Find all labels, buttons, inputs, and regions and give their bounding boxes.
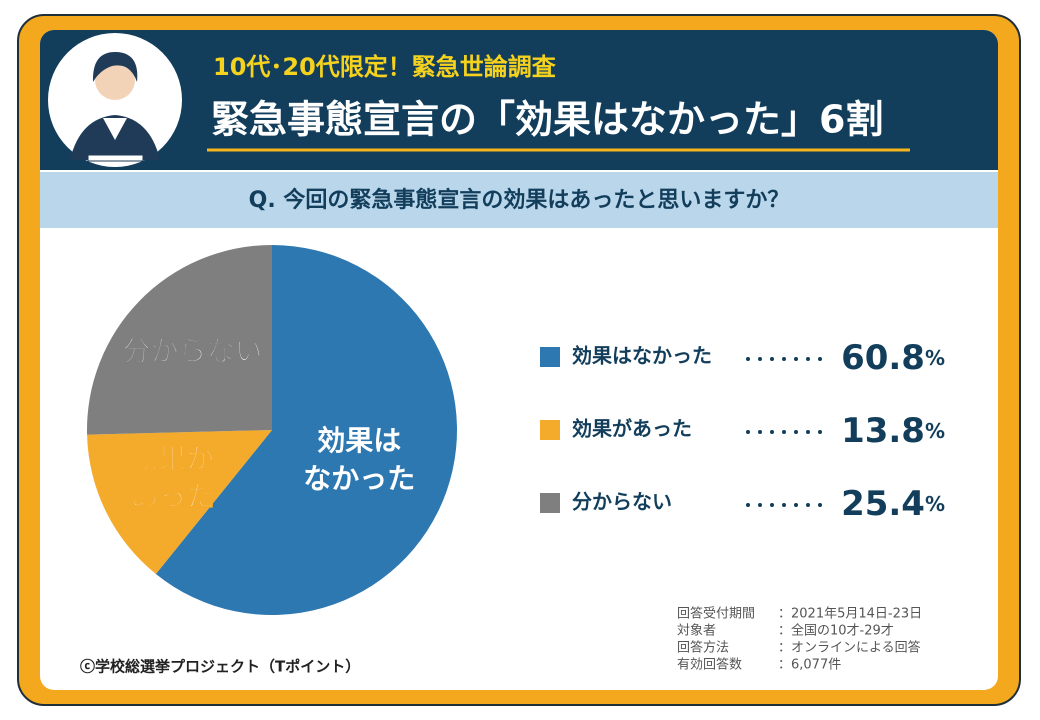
leader-dot: [758, 503, 762, 507]
note-value: ：6,077件: [778, 658, 841, 673]
leader-dot: [746, 503, 750, 507]
leader-dot: [794, 357, 798, 361]
leader-dot: [770, 503, 774, 507]
legend-label: 効果はなかった: [572, 344, 712, 368]
legend-swatch: [540, 420, 560, 440]
pie-slice: [87, 430, 272, 575]
leader-dot: [746, 430, 750, 434]
leader-dot: [782, 503, 786, 507]
slice-label: 分からない: [123, 335, 263, 368]
note-label: 有効回答数: [677, 657, 742, 673]
leader-dot: [818, 503, 822, 507]
value-label: 60.8%: [841, 338, 945, 378]
pie-slice: [87, 245, 272, 435]
kicker: 10代･20代限定！緊急世論調査: [213, 53, 556, 81]
slice-label: 効果は: [317, 424, 401, 457]
value-label: 13.8%: [841, 411, 945, 451]
note-label: 回答受付期間: [677, 606, 755, 622]
note-label: 回答方法: [677, 640, 729, 656]
legend-swatch: [540, 493, 560, 513]
headline: 緊急事態宣言の「効果はなかった」6割: [211, 98, 883, 142]
question-band: [40, 172, 998, 228]
value-unit: %: [925, 492, 945, 516]
leader-dot: [770, 430, 774, 434]
note-value: ：オンラインによる回答: [778, 640, 921, 656]
value-number: 25.4: [841, 484, 925, 524]
avatar: [48, 33, 182, 167]
legend-label: 効果があった: [572, 417, 692, 441]
leader-dot: [758, 430, 762, 434]
leader-dot: [806, 430, 810, 434]
legend-swatch: [540, 347, 560, 367]
leader-dot: [782, 357, 786, 361]
header-band: [40, 30, 998, 170]
value-number: 60.8: [841, 338, 925, 378]
legend-label: 分からない: [572, 490, 672, 514]
leader-dot: [818, 430, 822, 434]
value-number: 13.8: [841, 411, 925, 451]
leader-dot: [758, 357, 762, 361]
value-label: 25.4%: [841, 484, 945, 524]
note-value: ：2021年5月14日-23日: [778, 607, 922, 622]
leader-dot: [770, 357, 774, 361]
leader-dot: [806, 357, 810, 361]
pie-slice: [155, 245, 458, 615]
leader-dot: [794, 503, 798, 507]
value-unit: %: [925, 419, 945, 443]
leader-dot: [818, 357, 822, 361]
leader-dot: [746, 357, 750, 361]
value-unit: %: [925, 346, 945, 370]
note-value: ：全国の10才-29才: [778, 623, 894, 639]
slice-label: あった: [130, 480, 214, 513]
leader-dot: [782, 430, 786, 434]
slice-label: 効果が: [130, 442, 214, 475]
leader-dot: [806, 503, 810, 507]
slice-label: なかった: [303, 462, 415, 495]
question: Q. 今回の緊急事態宣言の効果はあったと思いますか？: [249, 187, 790, 213]
leader-dot: [794, 430, 798, 434]
credit: ⓒ学校総選挙プロジェクト（Tポイント）: [80, 658, 360, 676]
note-label: 対象者: [677, 624, 716, 639]
